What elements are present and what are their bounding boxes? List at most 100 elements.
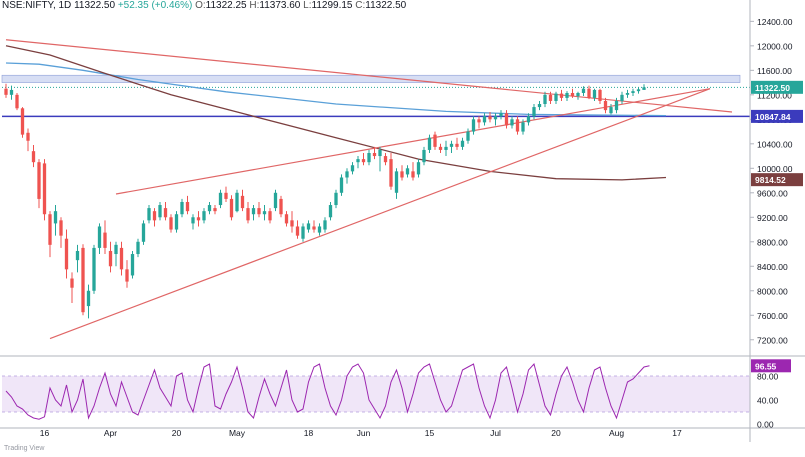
candle [48, 211, 52, 258]
candle-body [202, 211, 206, 221]
candle-body [70, 278, 74, 288]
candle-body [405, 168, 410, 175]
candle [592, 88, 597, 101]
candle-body [559, 93, 564, 98]
candle-body [372, 152, 377, 157]
candle-body [328, 205, 333, 218]
candle [559, 89, 564, 101]
candle [306, 220, 311, 233]
candle-body [598, 89, 602, 101]
candle-body [317, 226, 322, 233]
candle-body [554, 93, 558, 101]
price-tick-label: 8400.00 [757, 262, 788, 272]
candle [152, 208, 157, 227]
open-value: 11322.25 [205, 0, 247, 11]
time-tick-label: May [229, 428, 246, 438]
candle [86, 284, 91, 319]
time-tick-label: 17 [672, 428, 682, 438]
candle [526, 113, 531, 126]
candle-body [92, 247, 96, 291]
candle-body [433, 134, 437, 147]
price-tick-label: 10000.00 [757, 164, 793, 174]
candle [537, 100, 542, 111]
candle [444, 140, 448, 157]
price-tick-label: 7600.00 [757, 311, 788, 321]
candle [284, 211, 289, 227]
candle-body [257, 208, 261, 215]
candle [471, 116, 476, 135]
time-tick-label: Aug [609, 428, 624, 438]
candle [636, 87, 641, 94]
candle [339, 174, 344, 196]
candle [169, 214, 173, 233]
candle-body [53, 211, 58, 224]
candle [504, 110, 509, 129]
candle-body [444, 146, 448, 150]
candle [301, 223, 305, 242]
candle-body [466, 131, 470, 141]
candle-body [636, 89, 641, 92]
candle-body [471, 119, 476, 132]
candle [141, 220, 146, 245]
candle-body [515, 119, 520, 132]
candle-body [455, 143, 459, 147]
candle-body [235, 192, 239, 212]
price-badge-label: 11322.50 [755, 83, 790, 93]
candle-body [350, 165, 355, 172]
candle-body [499, 113, 503, 117]
candle [81, 244, 85, 316]
candle-body [125, 269, 129, 282]
rsi-pane [2, 362, 750, 420]
candle [356, 156, 360, 169]
candle [323, 217, 327, 233]
candle [565, 91, 569, 101]
candle-body [548, 94, 553, 101]
time-tick-label: Jun [357, 428, 371, 438]
candle [400, 165, 404, 181]
candle [642, 84, 646, 90]
candle-body [224, 192, 228, 199]
rsi-tick-label: 0.00 [757, 420, 774, 430]
candle-body [411, 171, 415, 178]
candle-body [48, 214, 52, 245]
time-tick-label: 20 [172, 428, 182, 438]
candle [213, 205, 217, 215]
candle-body [251, 208, 256, 215]
candle-body [603, 100, 608, 111]
resistance-zone [1, 74, 741, 83]
price-tick-label: 10400.00 [757, 139, 793, 149]
price-change: +52.35 (+0.46%) [117, 0, 193, 11]
candle-body [592, 89, 597, 98]
candle-body [526, 116, 531, 123]
candle-body [345, 171, 349, 178]
candle-body [284, 214, 289, 224]
candle [235, 189, 239, 213]
candle [163, 201, 168, 221]
candle-body [42, 163, 47, 215]
candle-body [565, 92, 569, 98]
ma200-line [5, 45, 667, 181]
price-badge [751, 173, 803, 187]
candle [273, 189, 278, 212]
candle-body [196, 217, 201, 221]
candle-body [482, 116, 487, 123]
candle-body [438, 146, 443, 150]
candle [268, 208, 272, 224]
time-tick-label: 20 [551, 428, 561, 438]
candle [548, 91, 553, 105]
candle-body [295, 226, 300, 236]
candle-body [229, 198, 234, 218]
candle-body [477, 119, 481, 123]
candle [218, 189, 223, 209]
candle [510, 116, 514, 129]
time-tick-label: Jul [490, 428, 501, 438]
price-tick-label: 7200.00 [757, 335, 788, 345]
candle [488, 111, 492, 123]
price-badge-label: 9814.52 [755, 175, 786, 185]
candle-body [400, 171, 404, 178]
candle [9, 85, 14, 100]
candle [317, 223, 322, 236]
candle-body [532, 107, 536, 117]
candle-body [81, 247, 85, 313]
candle-body [180, 201, 184, 215]
